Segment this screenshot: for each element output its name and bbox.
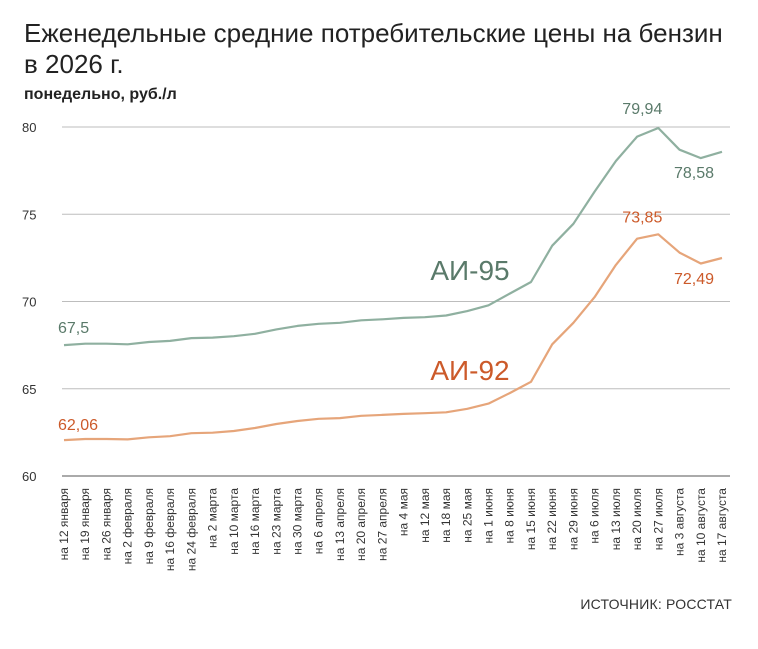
x-tick-label: на 24 февраля [184,488,198,571]
x-tick-label: на 12 января [57,488,71,560]
x-tick-label: на 6 июля [588,488,602,544]
x-tick-label: на 22 июня [545,488,559,550]
y-tick-label: 65 [22,382,36,397]
x-axis-ticks: на 12 января на 19 января на 26 января на 2… [57,488,729,571]
x-tick-label: на 13 апреля [333,488,347,561]
peak-value-label-ai95: 79,94 [622,101,662,118]
y-tick-label: 60 [22,469,36,484]
x-tick-label: на 26 января [99,488,113,560]
start-value-label-ai95: 67,5 [58,320,89,337]
x-tick-label: на 27 июля [651,488,665,550]
series-name-ai95: АИ-95 [430,255,509,286]
x-tick-label: на 9 февраля [142,488,156,564]
x-tick-label: на 10 марта [227,488,241,555]
x-tick-label: на 17 августа [715,488,729,563]
y-tick-label: 70 [22,295,36,310]
x-tick-label: на 30 марта [290,488,304,555]
x-tick-label: на 6 апреля [312,488,326,554]
start-value-label-ai92: 62,06 [58,417,98,434]
chart-title: Еженедельные средние потребительские цен… [24,18,723,79]
grid-lines [62,126,730,477]
x-tick-label: на 27 апреля [375,488,389,561]
x-tick-label: на 29 июня [566,488,580,550]
end-value-label-ai92: 72,49 [674,271,714,288]
x-tick-label: на 20 июля [630,488,644,550]
y-axis-ticks: 60 65 70 75 80 [22,120,36,484]
series-name-ai92: АИ-92 [430,355,509,386]
x-tick-label: на 15 июня [524,488,538,550]
x-tick-label: на 4 мая [397,488,411,536]
y-tick-label: 75 [22,207,36,222]
x-tick-label: на 25 мая [460,488,474,543]
series-line-ai92 [63,233,723,442]
x-tick-label: на 1 июня [482,488,496,543]
x-tick-label: на 19 января [78,488,92,560]
peak-value-label-ai92: 73,85 [622,209,662,226]
x-tick-label: на 12 мая [418,488,432,543]
source-note: ИСТОЧНИК: РОССТАТ [580,596,732,612]
x-tick-label: на 2 марта [206,488,220,548]
x-tick-label: на 18 мая [439,488,453,543]
x-tick-label: на 2 февраля [121,488,135,564]
x-tick-label: на 3 августа [673,488,687,556]
x-tick-label: на 16 февраля [163,488,177,571]
x-tick-label: на 10 августа [694,488,708,563]
data-labels: АИ-95 67,5 79,94 78,58 АИ-92 62,06 73,85 72,49 [58,101,714,434]
end-value-label-ai95: 78,58 [674,165,714,182]
x-tick-label: на 16 марта [248,488,262,555]
series-line-ai95 [63,126,723,347]
x-tick-label: на 13 июля [609,488,623,550]
x-tick-label: на 8 июня [503,488,517,543]
chart-subtitle: понедельно, руб./л [24,86,177,103]
series-lines [63,126,723,442]
x-tick-label: на 23 марта [269,488,283,555]
x-tick-label: на 20 апреля [354,488,368,561]
y-tick-label: 80 [22,120,36,135]
